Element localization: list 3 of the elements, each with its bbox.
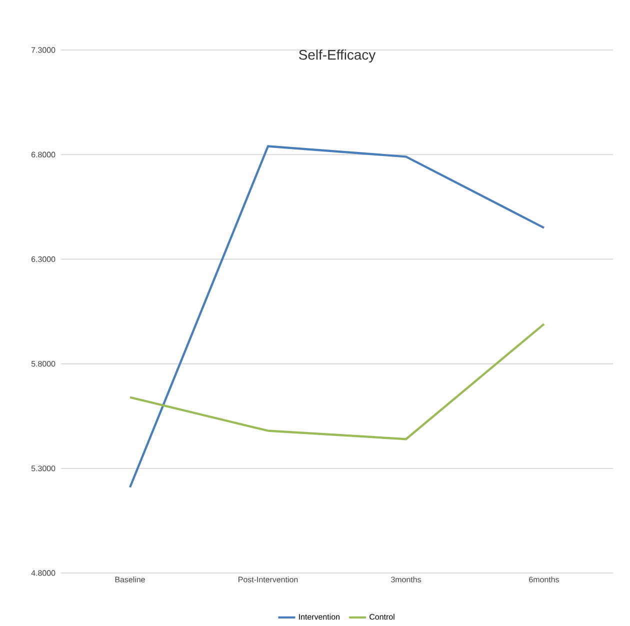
- chart-title: Self-Efficacy: [299, 49, 376, 62]
- line-series: [128, 145, 546, 488]
- line-series: [128, 322, 546, 440]
